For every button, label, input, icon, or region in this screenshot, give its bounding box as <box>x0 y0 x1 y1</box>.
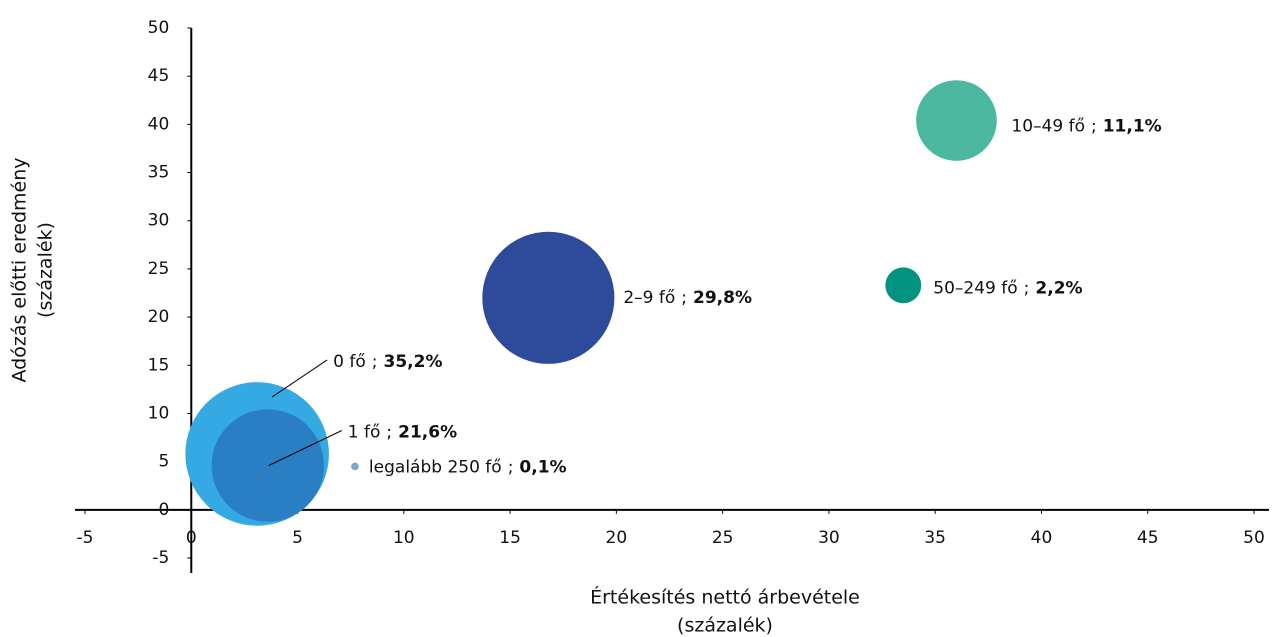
y-axis-title: Adózás előtti eredmény (százalék) <box>9 157 57 382</box>
data-label: 10–49 fő; 11,1% <box>1011 117 1161 137</box>
series-name: 1 fő <box>348 422 381 442</box>
x-tick-label: 40 <box>1031 528 1053 548</box>
x-tick-label: 15 <box>499 528 521 548</box>
data-label: 2–9 fő; 29,8% <box>623 288 752 308</box>
y-tick-label: 5 <box>158 452 169 472</box>
bubble <box>351 462 359 471</box>
y-axis-title-line: (százalék) <box>35 222 57 318</box>
data-label: legalább 250 fő; 0,1% <box>369 457 567 477</box>
label-separator: ; <box>386 422 392 442</box>
series-name: 0 fő <box>333 352 366 372</box>
x-tick-label: 30 <box>818 528 840 548</box>
x-tick-label: 45 <box>1137 528 1159 548</box>
x-tick-label: 5 <box>292 528 303 548</box>
leader-line <box>271 359 328 398</box>
y-tick-label: 25 <box>148 259 170 279</box>
series-name: 10–49 fő <box>1011 117 1085 137</box>
value-label: 11,1% <box>1103 117 1162 137</box>
x-tick-label: 0 <box>186 528 197 548</box>
y-tick-label: 50 <box>148 18 170 38</box>
bubble <box>916 80 997 161</box>
label-separator: ; <box>508 457 514 477</box>
data-label: 0 fő; 35,2% <box>333 352 442 372</box>
series-name: legalább 250 fő <box>369 457 502 477</box>
x-tick-label: 10 <box>393 528 415 548</box>
leader-line <box>268 430 343 466</box>
label-separator: ; <box>1091 117 1097 137</box>
x-axis-title: (százalék) <box>677 615 773 637</box>
data-label: 1 fő; 21,6% <box>348 422 457 442</box>
value-label: 35,2% <box>384 352 443 372</box>
y-tick-label: 20 <box>148 307 170 327</box>
label-separator: ; <box>681 288 687 308</box>
value-label: 21,6% <box>398 422 457 442</box>
value-label: 29,8% <box>693 288 752 308</box>
series-name: 2–9 fő <box>623 288 675 308</box>
y-axis-title-line: Adózás előtti eredmény <box>9 157 31 382</box>
y-tick-label: 35 <box>148 163 170 183</box>
label-separator: ; <box>372 352 378 372</box>
bubble <box>211 409 325 522</box>
label-separator: ; <box>1024 278 1030 298</box>
y-tick-label: 0 <box>158 500 169 520</box>
x-tick-label: -5 <box>77 528 94 548</box>
x-tick-label: 50 <box>1243 528 1265 548</box>
y-tick-label: 30 <box>148 211 170 231</box>
y-tick-label: 10 <box>148 403 170 423</box>
y-tick-label: 15 <box>148 355 170 375</box>
x-tick-label: 20 <box>606 528 628 548</box>
value-label: 2,2% <box>1035 278 1082 298</box>
value-label: 0,1% <box>519 457 566 477</box>
x-tick-label: 25 <box>712 528 734 548</box>
bubble <box>885 267 922 304</box>
y-tick-label: 40 <box>148 114 170 134</box>
y-tick-label: -5 <box>152 548 169 568</box>
series-name: 50–249 fő <box>933 278 1017 298</box>
data-label: 50–249 fő; 2,2% <box>933 278 1082 298</box>
bubble <box>482 231 615 364</box>
x-axis-title: Értékesítés nettó árbevétele <box>590 586 860 609</box>
y-tick-label: 45 <box>148 66 170 86</box>
x-tick-label: 35 <box>924 528 946 548</box>
